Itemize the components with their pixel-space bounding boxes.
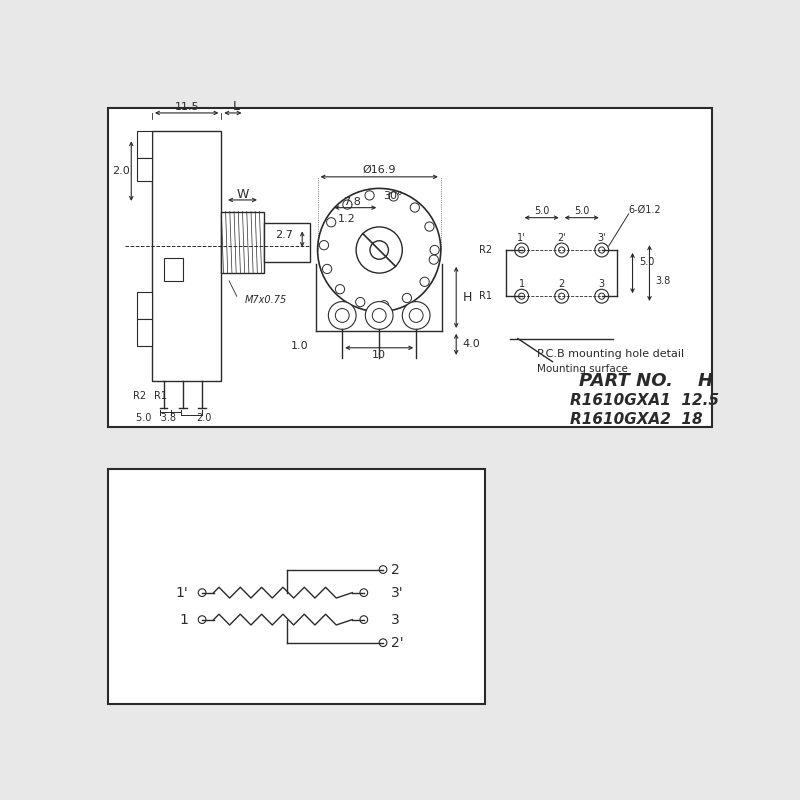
Circle shape bbox=[402, 302, 430, 330]
Circle shape bbox=[335, 285, 345, 294]
Text: 7.8: 7.8 bbox=[343, 198, 361, 207]
Circle shape bbox=[198, 589, 206, 597]
Circle shape bbox=[595, 290, 609, 303]
Circle shape bbox=[558, 247, 565, 253]
Circle shape bbox=[326, 218, 336, 227]
Circle shape bbox=[598, 293, 605, 299]
Circle shape bbox=[322, 264, 332, 274]
Circle shape bbox=[360, 616, 368, 623]
Bar bbox=[152, 130, 222, 381]
Text: 3.8: 3.8 bbox=[656, 276, 671, 286]
Bar bbox=[137, 158, 152, 181]
Text: 4.0: 4.0 bbox=[462, 339, 480, 350]
Text: 1': 1' bbox=[518, 233, 526, 242]
Bar bbox=[137, 292, 152, 319]
Circle shape bbox=[554, 290, 569, 303]
Text: Ø16.9: Ø16.9 bbox=[362, 165, 396, 175]
Text: 30°: 30° bbox=[383, 191, 403, 201]
Text: 5.0: 5.0 bbox=[638, 257, 654, 266]
Circle shape bbox=[595, 243, 609, 257]
Circle shape bbox=[319, 241, 329, 250]
Circle shape bbox=[318, 188, 441, 312]
Circle shape bbox=[372, 309, 386, 322]
Circle shape bbox=[420, 277, 430, 286]
Text: 11.5: 11.5 bbox=[174, 102, 199, 112]
Text: R2: R2 bbox=[133, 391, 146, 402]
Text: 1': 1' bbox=[175, 586, 188, 600]
Bar bbox=[137, 319, 152, 346]
Bar bbox=[222, 211, 264, 273]
Circle shape bbox=[402, 294, 411, 302]
Text: H: H bbox=[462, 291, 472, 304]
Circle shape bbox=[514, 243, 529, 257]
Text: R1: R1 bbox=[154, 391, 167, 402]
Circle shape bbox=[425, 222, 434, 231]
Circle shape bbox=[379, 639, 387, 646]
Circle shape bbox=[558, 293, 565, 299]
Text: 1: 1 bbox=[518, 279, 525, 289]
Circle shape bbox=[514, 290, 529, 303]
Circle shape bbox=[356, 227, 402, 273]
Text: 5.0: 5.0 bbox=[534, 206, 550, 217]
Text: 1.0: 1.0 bbox=[290, 342, 308, 351]
Text: 2.7: 2.7 bbox=[275, 230, 293, 240]
Circle shape bbox=[598, 247, 605, 253]
Circle shape bbox=[518, 293, 525, 299]
Bar bbox=[108, 470, 486, 704]
Circle shape bbox=[198, 616, 206, 623]
Text: Mounting surface: Mounting surface bbox=[537, 364, 628, 374]
Circle shape bbox=[389, 192, 398, 201]
Text: 6-Ø1.2: 6-Ø1.2 bbox=[629, 205, 662, 215]
Circle shape bbox=[379, 566, 387, 574]
Circle shape bbox=[410, 203, 419, 212]
Circle shape bbox=[430, 246, 439, 254]
Text: 5.0   3.8: 5.0 3.8 bbox=[136, 413, 176, 423]
Text: 3': 3' bbox=[598, 233, 606, 242]
Text: 2: 2 bbox=[390, 562, 399, 577]
Circle shape bbox=[342, 200, 352, 210]
Circle shape bbox=[356, 298, 365, 306]
Text: 5.0: 5.0 bbox=[574, 206, 590, 217]
Text: R1: R1 bbox=[479, 291, 492, 301]
Bar bbox=[108, 107, 712, 427]
Text: 3': 3' bbox=[390, 586, 403, 600]
Text: M7x0.75: M7x0.75 bbox=[245, 295, 286, 305]
Text: 3: 3 bbox=[598, 279, 605, 289]
Circle shape bbox=[328, 302, 356, 330]
Circle shape bbox=[379, 301, 389, 310]
Circle shape bbox=[370, 241, 389, 259]
Circle shape bbox=[410, 309, 423, 322]
Text: W: W bbox=[236, 188, 249, 201]
Text: 1: 1 bbox=[179, 613, 188, 626]
Circle shape bbox=[366, 302, 393, 330]
Text: 2': 2' bbox=[390, 636, 403, 650]
Bar bbox=[137, 130, 152, 158]
Text: P.C.B mounting hole detail: P.C.B mounting hole detail bbox=[537, 349, 684, 359]
Text: PART NO.    H: PART NO. H bbox=[579, 372, 714, 390]
Text: 2.0: 2.0 bbox=[112, 166, 130, 176]
Text: 1.2: 1.2 bbox=[338, 214, 356, 224]
Text: 2.0: 2.0 bbox=[197, 413, 212, 423]
Text: R1610GXA2  18: R1610GXA2 18 bbox=[570, 412, 702, 427]
Text: L: L bbox=[234, 100, 240, 114]
Text: R1610GXA1  12.5: R1610GXA1 12.5 bbox=[570, 393, 719, 408]
Bar bbox=[264, 223, 310, 262]
Text: 10: 10 bbox=[372, 350, 386, 361]
Circle shape bbox=[518, 247, 525, 253]
Circle shape bbox=[429, 255, 438, 264]
Circle shape bbox=[335, 309, 349, 322]
Text: R2: R2 bbox=[479, 245, 492, 255]
Circle shape bbox=[365, 190, 374, 200]
Bar bbox=[163, 258, 183, 281]
Text: 2': 2' bbox=[558, 233, 566, 242]
Text: 3: 3 bbox=[390, 613, 399, 626]
Circle shape bbox=[554, 243, 569, 257]
Text: 2: 2 bbox=[558, 279, 565, 289]
Circle shape bbox=[360, 589, 368, 597]
